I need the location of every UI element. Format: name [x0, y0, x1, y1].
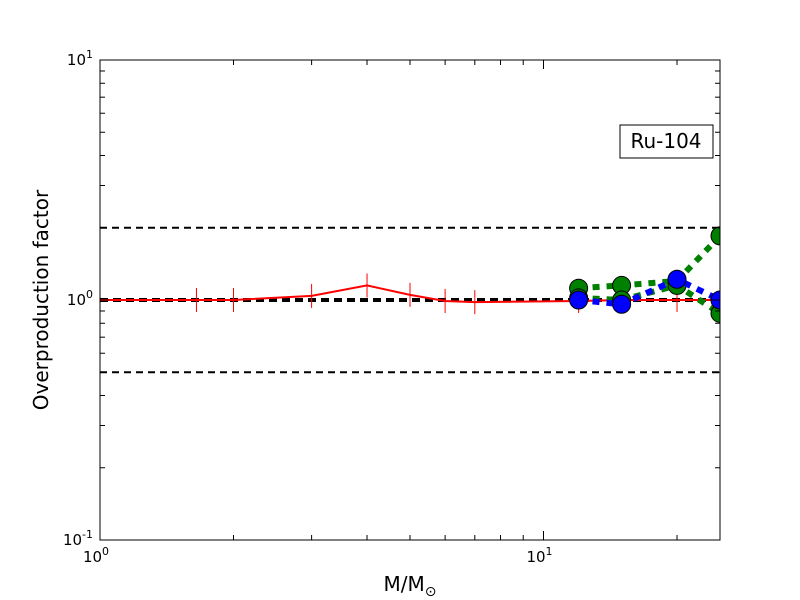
y-tick-label-0: 10-1 [63, 528, 93, 549]
series-1-point-3 [710, 226, 720, 246]
x-axis-title-sub: ⊙ [425, 584, 437, 600]
annotation-label: Ru-104 [630, 129, 701, 153]
series-1-line [578, 233, 720, 292]
series-3-point-2 [667, 269, 687, 289]
y-axis-title: Overproduction factor [29, 189, 53, 410]
y-tick-label-1: 100 [67, 288, 93, 309]
y-tick-label-base-0: 10 [63, 531, 82, 549]
x-axis-title-main: M/M [384, 572, 425, 596]
y-tick-label-exp-0: -1 [82, 528, 93, 541]
series-3-line [578, 275, 720, 308]
x-tick-label-exp-1: 1 [546, 545, 553, 558]
annotation-frame [619, 124, 714, 159]
x-tick-label-base-0: 10 [83, 548, 102, 566]
x-tick-label-base-1: 10 [526, 548, 545, 566]
series-3-point-0 [569, 290, 589, 310]
x-tick-label-1: 101 [526, 545, 552, 566]
y-tick-label-exp-1: 0 [86, 288, 93, 301]
x-tick-label-0: 100 [83, 545, 109, 566]
plot-content [100, 226, 720, 374]
x-axis-title: M/M⊙ [384, 572, 437, 600]
y-tick-label-base-1: 10 [67, 291, 86, 309]
y-tick-label-2: 101 [67, 48, 93, 69]
x-tick-label-exp-0: 0 [102, 545, 109, 558]
y-tick-label-exp-2: 1 [86, 48, 93, 61]
y-tick-label-base-2: 10 [67, 51, 86, 69]
annotation-box: Ru-104 [619, 124, 714, 159]
series-3-point-1 [612, 294, 632, 314]
